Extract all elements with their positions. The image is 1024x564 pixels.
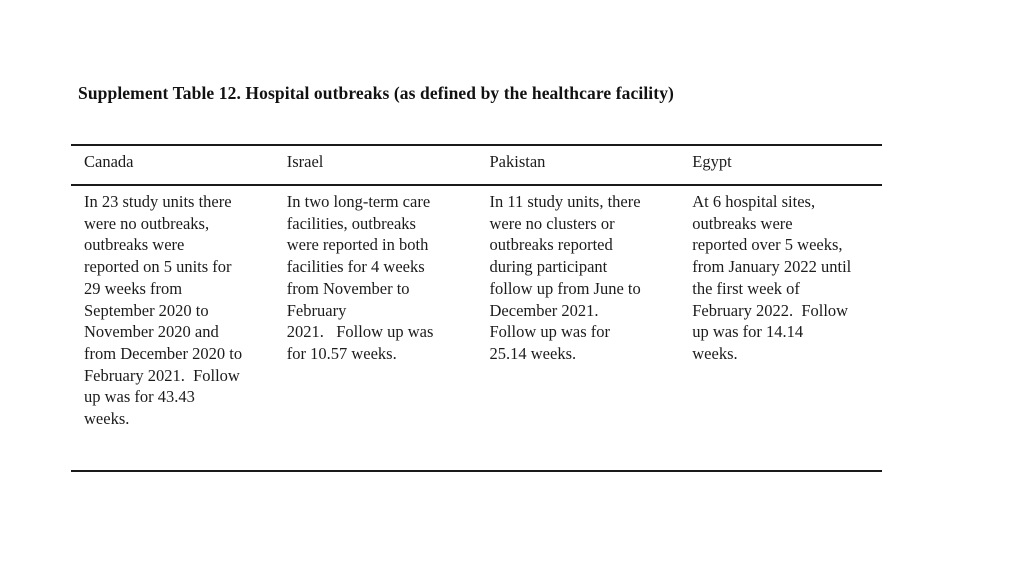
cell-egypt-outbreaks: At 6 hospital sites, outbreaks were repo… <box>692 192 852 363</box>
cell-pakistan-outbreaks: In 11 study units, there were no cluster… <box>489 192 641 363</box>
column-header-pakistan: Pakistan <box>489 152 546 171</box>
table-header-row: Canada Israel Pakistan Egypt <box>71 146 882 186</box>
outbreaks-table: Canada Israel Pakistan Egypt In 23 study… <box>71 144 882 472</box>
cell-israel-outbreaks: In two long-term care facilities, outbre… <box>286 192 434 363</box>
column-header-egypt: Egypt <box>692 152 732 171</box>
cell-canada-outbreaks: In 23 study units there were no outbreak… <box>84 192 243 429</box>
table-title: Supplement Table 12. Hospital outbreaks … <box>78 83 674 103</box>
column-header-israel: Israel <box>286 152 324 171</box>
column-header-canada: Canada <box>84 152 134 171</box>
table-body-row: In 23 study units there were no outbreak… <box>71 186 882 470</box>
